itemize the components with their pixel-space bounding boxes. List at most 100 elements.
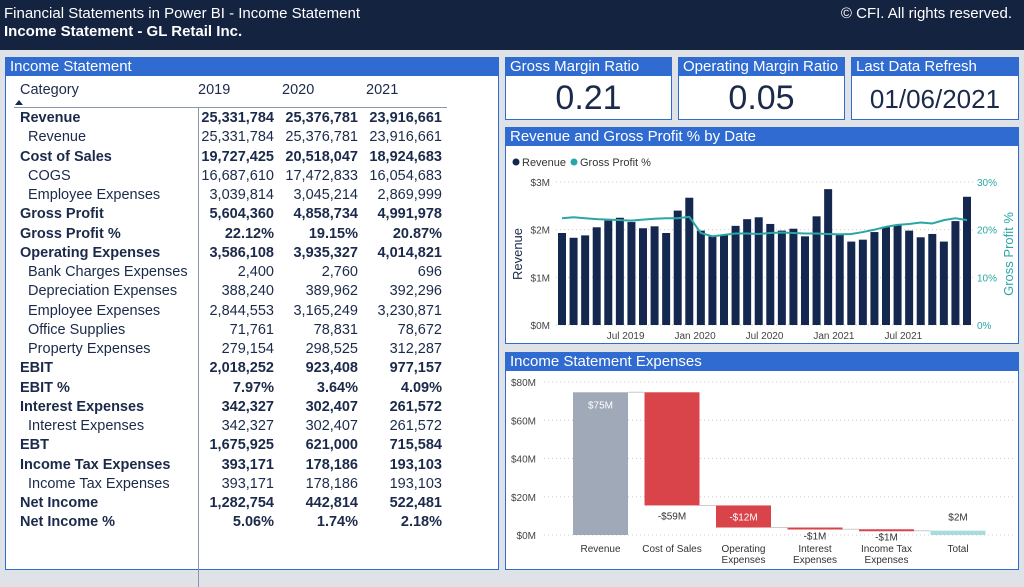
x-category-label: Expenses — [793, 555, 837, 566]
cell-value: 342,327 — [221, 418, 274, 434]
cell-value: 1,675,925 — [209, 437, 274, 454]
x-category-label: Expenses — [865, 555, 909, 566]
cell-value: 715,584 — [389, 437, 442, 454]
cell-value: 178,186 — [305, 456, 358, 473]
kpi-title: Operating Margin Ratio — [679, 58, 844, 76]
row-label: EBIT % — [20, 379, 70, 396]
row-label: Income Tax Expenses — [20, 456, 171, 473]
cell-value: 696 — [417, 264, 442, 280]
column-header-category[interactable]: Category — [20, 82, 79, 98]
revenue-bar — [882, 226, 890, 325]
cell-value: 261,572 — [389, 418, 442, 434]
waterfall-bar — [644, 392, 700, 506]
cell-value: 193,103 — [389, 456, 442, 473]
kpi-title: Last Data Refresh — [852, 58, 1018, 76]
legend-gross-profit-marker — [570, 158, 578, 166]
kpi-value: 01/06/2021 — [869, 84, 1001, 114]
x-category-label: Interest — [798, 544, 832, 555]
cell-value: 393,171 — [221, 475, 274, 492]
cell-value: 22.12% — [224, 225, 274, 242]
chart-title: Income Statement Expenses — [506, 353, 1018, 371]
cell-value: 2,400 — [237, 264, 274, 280]
cell-value: 4,014,821 — [377, 244, 442, 261]
cell-value: 78,831 — [313, 321, 358, 338]
waterfall-bar — [859, 529, 914, 532]
row-label: Cost of Sales — [20, 148, 112, 165]
revenue-bar — [743, 219, 752, 325]
revenue-bar — [731, 225, 740, 325]
column-header-2019[interactable]: 2019 — [198, 82, 231, 98]
cell-value: 5,604,360 — [209, 206, 274, 223]
cell-value: 392,296 — [389, 283, 442, 300]
table-row: Depreciation Expenses 388,240 389,962 392,2… — [14, 282, 444, 301]
chart-title: Revenue and Gross Profit % by Date — [506, 128, 1018, 146]
cell-value: 2,018,252 — [209, 360, 274, 377]
x-category-label: Total — [947, 544, 968, 555]
column-header-2021[interactable]: 2021 — [366, 82, 399, 98]
cell-value: 18,924,683 — [369, 148, 442, 165]
row-label: Net Income — [20, 495, 99, 511]
revenue-bar — [870, 232, 879, 325]
table-row: Property Expenses 279,154 298,525 312,287 — [14, 340, 444, 359]
table-row: Operating Expenses 3,586,108 3,935,327 4,01… — [14, 244, 444, 263]
cell-value: 17,472,833 — [285, 167, 358, 184]
revenue-bar — [939, 241, 948, 325]
revenue-bar — [847, 241, 856, 325]
cell-value: 4,991,978 — [377, 206, 442, 223]
kpi-value: 0.21 — [555, 79, 622, 117]
cell-value: 3,230,871 — [377, 302, 442, 319]
cell-value: 25,376,781 — [285, 110, 358, 126]
kpi-gross-margin: Gross Margin Ratio 0.21 — [505, 57, 672, 120]
cell-value: 312,287 — [389, 341, 442, 357]
income-statement-table: Income Statement Category 2019 2020 2021 Rev… — [5, 57, 499, 587]
x-category-label: Income Tax — [861, 544, 912, 555]
row-label: Office Supplies — [28, 321, 126, 338]
cell-value: 5.06% — [232, 514, 274, 531]
legend-revenue: Revenue — [522, 157, 566, 169]
row-label: COGS — [28, 167, 71, 184]
revenue-bar — [928, 233, 937, 325]
table-row: EBIT 2,018,252 923,408 977,157 — [14, 359, 444, 378]
waterfall-bar — [787, 527, 843, 530]
revenue-bar — [650, 226, 659, 325]
cell-value: 442,814 — [305, 495, 358, 511]
revenue-bar — [696, 230, 705, 325]
cell-value: 923,408 — [305, 360, 358, 377]
header-divider — [14, 107, 447, 108]
revenue-bar — [824, 189, 833, 325]
waterfall-bar — [573, 392, 628, 535]
cell-value: 20.87% — [392, 225, 442, 242]
y-tick-label: $60M — [511, 416, 536, 427]
cell-value: 1.74% — [316, 514, 358, 531]
sort-ascending-icon[interactable] — [15, 100, 23, 105]
cell-value: 298,525 — [305, 341, 358, 357]
kpi-operating-margin: Operating Margin Ratio 0.05 — [678, 57, 845, 120]
x-tick-label: Jan 2020 — [674, 331, 716, 342]
revenue-bar — [754, 217, 763, 325]
table-row: Interest Expenses 342,327 302,407 261,572 — [14, 398, 444, 417]
kpi-value: 0.05 — [728, 79, 795, 117]
cell-value: 7.97% — [232, 379, 274, 396]
data-label: -$59M — [658, 511, 686, 522]
table-row: Bank Charges Expenses 2,400 2,760 696 — [14, 263, 444, 282]
cell-value: 78,672 — [397, 321, 442, 338]
x-tick-label: Jul 2019 — [607, 331, 645, 342]
revenue-bar — [708, 236, 717, 325]
revenue-bar — [893, 224, 902, 325]
cell-value: 2,869,999 — [377, 187, 442, 203]
cell-value: 522,481 — [389, 495, 442, 511]
revenue-bar — [951, 221, 960, 325]
cell-value: 71,761 — [229, 321, 274, 338]
report-subtitle: Income Statement - GL Retail Inc. — [4, 23, 243, 40]
row-label: Employee Expenses — [28, 187, 161, 203]
gross-profit-line — [561, 215, 968, 238]
cell-value: 279,154 — [221, 341, 274, 357]
column-header-2020[interactable]: 2020 — [282, 82, 315, 98]
revenue-bar — [685, 197, 694, 325]
row-label: EBIT — [20, 360, 54, 377]
x-category-label: Expenses — [722, 555, 766, 566]
cell-value: 2.18% — [400, 514, 442, 531]
cell-value: 393,171 — [221, 456, 274, 473]
table-row: Office Supplies 71,761 78,831 78,672 — [14, 321, 444, 340]
table-row: Gross Profit 5,604,360 4,858,734 4,991,978 — [14, 205, 444, 224]
